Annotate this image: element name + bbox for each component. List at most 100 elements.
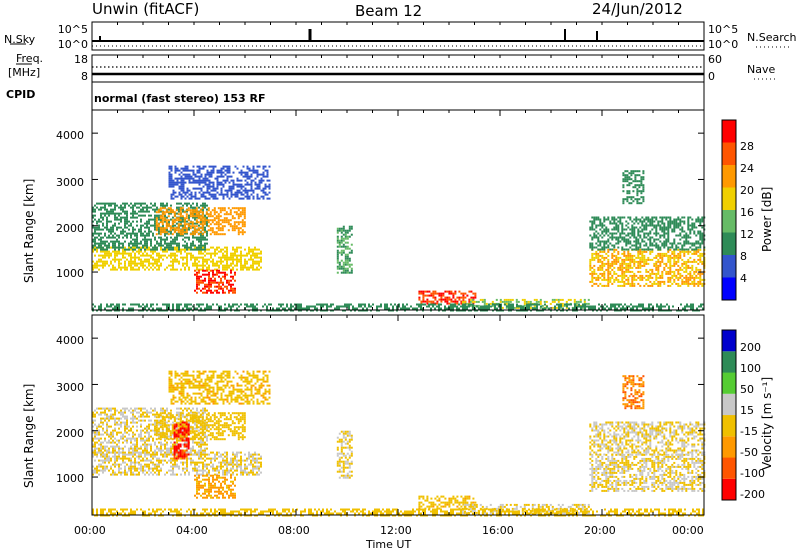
heatmap-cell: [202, 248, 204, 251]
heatmap-cell: [622, 174, 625, 177]
heatmap-cell: [144, 234, 146, 237]
heatmap-cell: [128, 220, 130, 223]
heatmap-cell: [685, 274, 688, 277]
heatmap-cell: [174, 183, 177, 186]
heatmap-cell: [128, 451, 130, 454]
heatmap-cell: [228, 289, 230, 292]
heatmap-cell: [586, 305, 588, 308]
heatmap-cell: [591, 280, 594, 283]
heatmap-cell: [557, 298, 560, 301]
heatmap-cell: [172, 197, 175, 200]
heatmap-cell: [631, 220, 634, 223]
heatmap-cell: [154, 266, 156, 269]
heatmap-cell: [661, 254, 664, 257]
heatmap-cell: [122, 208, 124, 211]
heatmap-cell: [515, 300, 518, 303]
heatmap-cell: [653, 264, 656, 267]
heatmap-cell: [350, 267, 353, 270]
heatmap-cell: [324, 303, 326, 306]
heatmap-cell: [186, 177, 189, 180]
heatmap-cell: [669, 216, 672, 219]
heatmap-cell: [100, 238, 102, 241]
heatmap-cell: [655, 242, 658, 245]
heatmap-cell: [138, 230, 140, 233]
heatmap-cell: [118, 234, 120, 237]
heatmap-cell: [647, 218, 650, 221]
heatmap-cell: [98, 228, 100, 231]
heatmap-cell: [130, 262, 132, 265]
heatmap-cell: [184, 193, 187, 196]
heatmap-cell: [235, 225, 238, 228]
heatmap-cell: [102, 266, 104, 269]
heatmap-cell: [641, 250, 644, 253]
heatmap-cell: [517, 306, 520, 309]
heatmap-cell: [214, 254, 216, 257]
heatmap-cell: [205, 211, 208, 214]
heatmap-cell: [454, 305, 456, 308]
heatmap-cell: [613, 258, 616, 261]
heatmap-cell: [202, 269, 204, 272]
heatmap-cell: [248, 197, 251, 200]
heatmap-cell: [595, 218, 598, 221]
heatmap-cell: [222, 291, 224, 294]
heatmap-cell: [574, 303, 576, 306]
heatmap-cell: [209, 233, 212, 236]
heatmap-cell: [657, 276, 660, 279]
heatmap-cell: [227, 223, 230, 226]
heatmap-cell: [154, 220, 156, 223]
heatmap-cell: [538, 303, 540, 306]
heatmap-cell: [667, 250, 670, 253]
heatmap-cell: [639, 278, 642, 281]
heatmap-cell: [248, 250, 250, 253]
heatmap-cell: [693, 222, 696, 225]
heatmap-cell: [629, 240, 632, 243]
heatmap-cell: [136, 206, 138, 209]
heatmap-cell: [629, 256, 632, 259]
heatmap-cell: [182, 177, 185, 180]
heatmap-cell: [597, 232, 600, 235]
heatmap-cell: [252, 262, 254, 265]
heatmap-cell: [174, 248, 176, 251]
heatmap-cell: [224, 273, 226, 276]
heatmap-cell: [448, 305, 450, 308]
heatmap-cell: [212, 165, 215, 168]
heatmap-cell: [128, 467, 130, 470]
heatmap-cell: [132, 228, 134, 231]
heatmap-cell: [426, 302, 429, 305]
heatmap-cell: [438, 303, 440, 306]
heatmap-cell: [505, 300, 508, 303]
heatmap-cell: [176, 238, 178, 241]
heatmap-cell: [234, 191, 237, 194]
heatmap-cell: [242, 171, 245, 174]
heatmap-cell: [174, 195, 177, 198]
heatmap-cell: [348, 229, 351, 232]
freq-panel-frame: [91, 54, 705, 83]
heatmap-cell: [148, 232, 150, 235]
heatmap-cell: [240, 303, 242, 306]
heatmap-cell: [575, 300, 578, 303]
heatmap-cell: [649, 276, 652, 279]
heatmap-cell: [110, 451, 112, 454]
heatmap-cell: [182, 181, 185, 184]
heatmap-cell: [418, 290, 421, 293]
heatmap-cell: [350, 227, 353, 230]
heatmap-cell: [384, 305, 386, 308]
heatmap-cell: [176, 167, 179, 170]
heatmap-cell: [190, 258, 192, 261]
heatmap-cell: [503, 300, 506, 303]
heatmap-cell: [222, 266, 224, 269]
heatmap-cell: [673, 274, 676, 277]
heatmap-cell: [628, 190, 631, 193]
heatmap-cell: [689, 270, 692, 273]
heatmap-cell: [236, 307, 238, 310]
heatmap-cell: [623, 228, 626, 231]
heatmap-cell: [106, 228, 108, 231]
heatmap-cell: [650, 307, 652, 310]
heatmap-cell: [98, 220, 100, 223]
heatmap-cell: [659, 260, 662, 263]
heatmap-cell: [191, 233, 194, 236]
heatmap-cell: [152, 250, 154, 253]
heatmap-cell: [100, 455, 102, 458]
heatmap-cell: [124, 222, 126, 225]
heatmap-cell: [246, 260, 248, 263]
